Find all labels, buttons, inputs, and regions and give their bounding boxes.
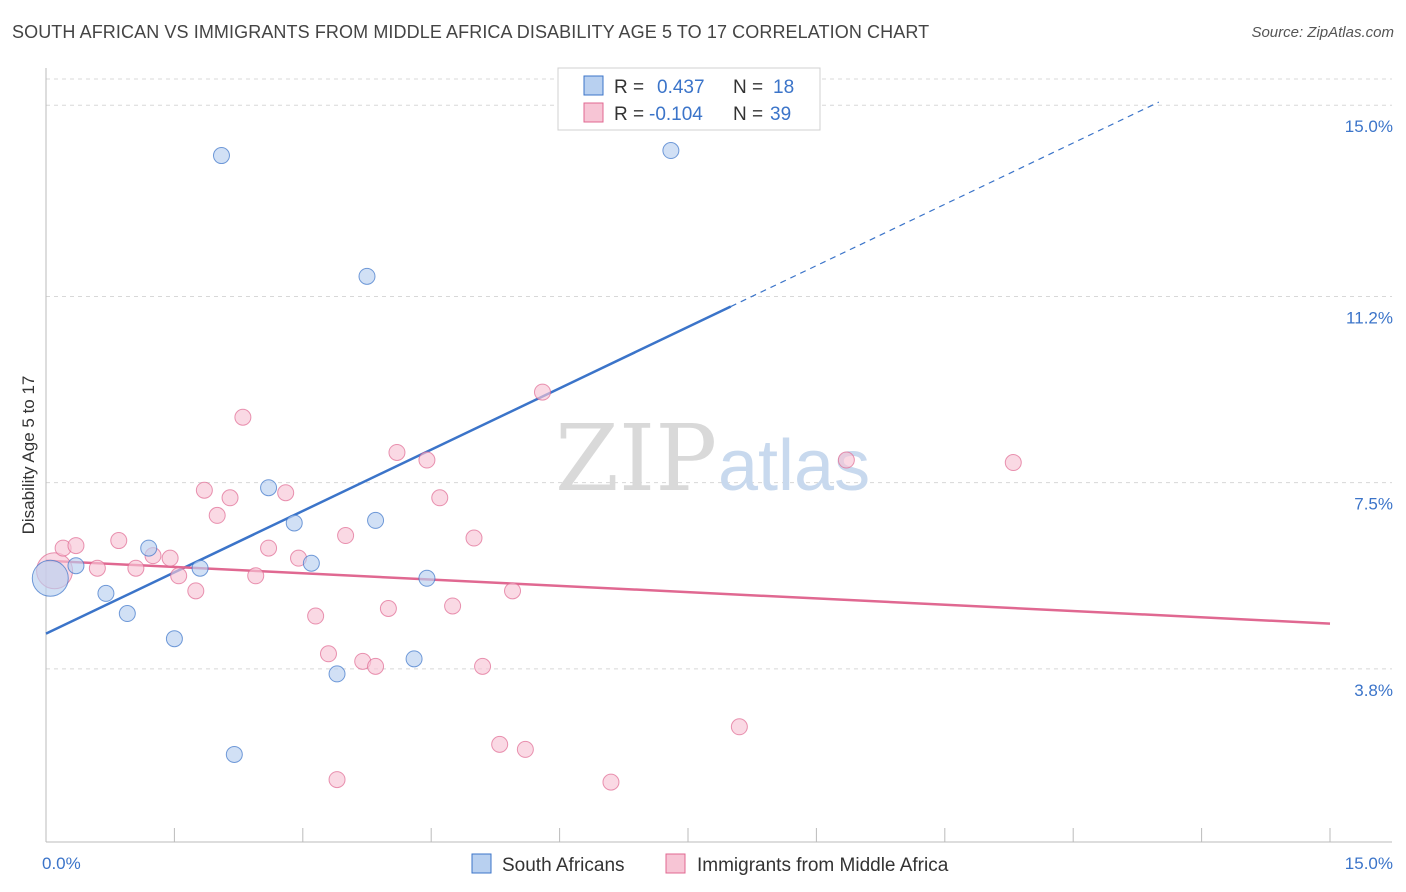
point-immigrants-29	[465, 529, 483, 547]
point-south-africans-12	[358, 267, 376, 285]
point-immigrants-24	[388, 443, 406, 461]
chart-title: SOUTH AFRICAN VS IMMIGRANTS FROM MIDDLE …	[12, 22, 930, 42]
point-immigrants-23	[379, 599, 397, 617]
legend-r-value-1: 0.437	[657, 77, 705, 98]
stats-legend: R = 0.437 N = 18 R = -0.104 N = 39	[557, 67, 821, 131]
point-south-africans-1	[97, 584, 115, 602]
y-tick-labels: 3.8% 7.5% 11.2% 15.0%	[1345, 117, 1393, 700]
point-immigrants-9	[187, 582, 205, 600]
trend-lines	[45, 101, 1331, 635]
point-immigrants-27	[431, 489, 449, 507]
point-immigrants-31	[491, 735, 509, 753]
point-immigrants-19	[319, 645, 337, 663]
trend-line-immigrants	[45, 559, 1331, 625]
point-immigrants-8	[170, 567, 188, 585]
point-south-africans-8	[260, 479, 278, 497]
x-tick-label-0: 0.0%	[42, 854, 81, 873]
point-immigrants-10	[195, 481, 213, 499]
y-tick-label-1: 7.5%	[1354, 495, 1393, 514]
legend-n-label-2: N =	[733, 104, 763, 125]
trend-line-south-africans-extension	[730, 101, 1160, 308]
legend-r-value-2: -0.104	[649, 104, 703, 125]
point-immigrants-13	[234, 408, 252, 426]
legend-n-label-1: N =	[733, 77, 763, 98]
point-immigrants-37	[837, 451, 855, 469]
point-south-africans-6	[212, 147, 230, 165]
point-immigrants-35	[602, 773, 620, 791]
watermark-zip: ZIP	[555, 405, 717, 512]
point-south-africans-16	[662, 142, 680, 160]
point-south-africans-4	[165, 630, 183, 648]
point-immigrants-18	[307, 607, 325, 625]
point-immigrants-4	[110, 532, 128, 550]
point-immigrants-34	[533, 383, 551, 401]
point-south-africans-9	[285, 514, 303, 532]
series-legend-swatch-pink	[665, 853, 686, 874]
point-immigrants-30	[474, 657, 492, 675]
point-south-africans-0	[31, 559, 69, 597]
y-axis-label: Disability Age 5 to 17	[19, 376, 38, 535]
point-immigrants-28	[444, 597, 462, 615]
point-immigrants-5	[127, 559, 145, 577]
point-south-africans-15	[418, 569, 436, 587]
y-tick-label-2: 11.2%	[1346, 308, 1393, 327]
point-south-africans-2	[118, 605, 136, 623]
legend-swatch-pink	[583, 102, 604, 123]
grid-lines	[46, 78, 1392, 670]
x-tick-labels: 0.0% 15.0%	[42, 854, 1393, 873]
point-immigrants-11	[208, 506, 226, 524]
legend-r-label-1: R =	[614, 77, 644, 98]
point-immigrants-33	[516, 740, 534, 758]
series-legend-label-immigrants: Immigrants from Middle Africa	[697, 855, 949, 876]
point-immigrants-7	[161, 549, 179, 567]
legend-swatch-blue	[583, 75, 604, 96]
legend-n-value-1: 18	[773, 77, 794, 98]
x-tick-label-1: 15.0%	[1345, 854, 1393, 873]
point-immigrants-32	[504, 582, 522, 600]
legend-r-label-2: R =	[614, 104, 644, 125]
y-tick-label-0: 3.8%	[1354, 681, 1393, 700]
series-legend-label-south-africans: South Africans	[502, 855, 625, 876]
legend-n-value-2: 39	[770, 104, 791, 125]
point-south-africans-5	[191, 559, 209, 577]
point-immigrants-12	[221, 489, 239, 507]
series-legend: South Africans Immigrants from Middle Af…	[471, 853, 949, 876]
point-immigrants-22	[367, 657, 385, 675]
point-immigrants-36	[730, 718, 748, 736]
watermark: ZIP atlas	[555, 405, 870, 512]
point-south-africans-10	[302, 554, 320, 572]
point-immigrants-3	[88, 559, 106, 577]
data-points	[31, 142, 1022, 791]
point-immigrants-26	[418, 451, 436, 469]
point-south-africans-14	[405, 650, 423, 668]
point-immigrants-2	[67, 537, 85, 555]
point-south-africans-11	[328, 665, 346, 683]
trend-line-south-africans	[45, 305, 732, 635]
axes	[45, 68, 1392, 843]
y-tick-label-3: 15.0%	[1345, 117, 1393, 136]
series-legend-swatch-blue	[471, 853, 492, 874]
point-immigrants-38	[1004, 454, 1022, 472]
point-south-africans-13	[367, 511, 385, 529]
point-immigrants-16	[277, 484, 295, 502]
point-south-africans-7	[225, 745, 243, 763]
point-south-africans-17	[67, 557, 85, 575]
point-immigrants-14	[247, 567, 265, 585]
point-immigrants-20	[337, 527, 355, 545]
point-south-africans-3	[140, 539, 158, 557]
source-label: Source: ZipAtlas.com	[1251, 24, 1394, 41]
point-immigrants-15	[260, 539, 278, 557]
point-immigrants-25	[328, 771, 346, 789]
